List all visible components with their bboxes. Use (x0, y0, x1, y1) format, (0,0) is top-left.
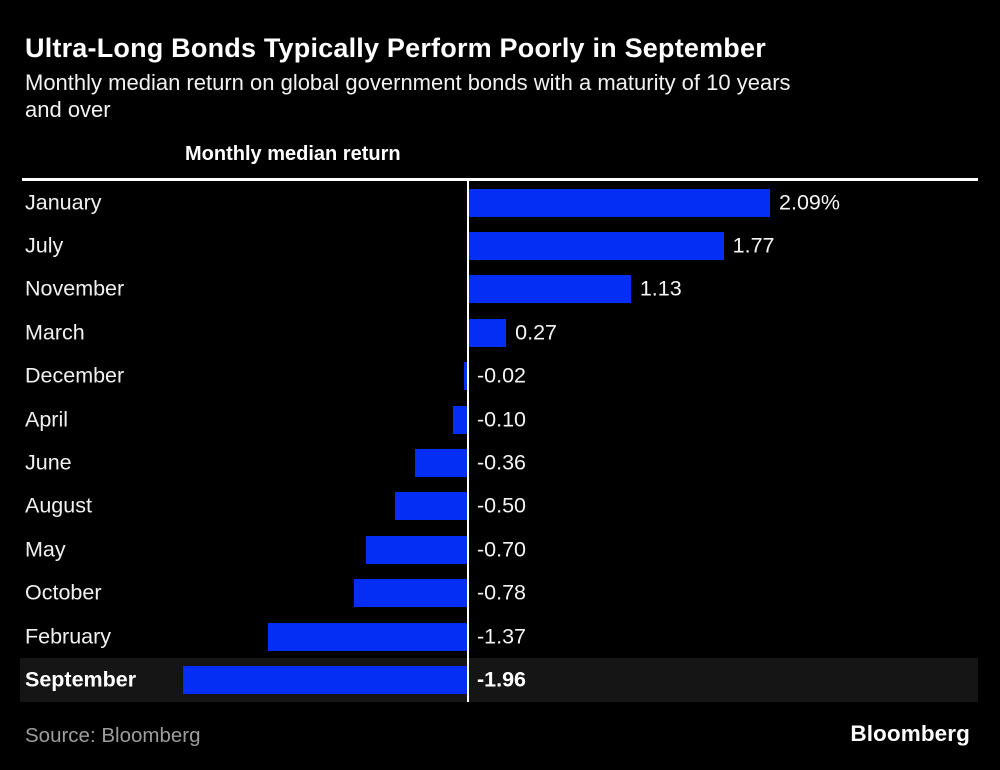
bar-october (353, 579, 467, 608)
chart-row-august: August -0.50 (20, 485, 978, 528)
chart-row-september: September -1.96 (20, 658, 978, 702)
value-label: -0.50 (477, 493, 527, 518)
bar-july (467, 232, 724, 261)
chart-title: Ultra-Long Bonds Typically Perform Poorl… (25, 33, 766, 63)
bar-april (452, 405, 467, 434)
chart-row-march: March 0.27 (20, 311, 978, 354)
value-label: -1.37 (477, 624, 527, 649)
series-label: Monthly median return (185, 143, 401, 165)
category-label: June (25, 450, 72, 475)
chart-subtitle: Monthly median return on global governme… (25, 70, 791, 122)
value-label: -0.70 (477, 537, 527, 562)
category-label: January (25, 190, 102, 215)
category-label: April (25, 407, 69, 432)
value-label: -0.78 (477, 580, 527, 605)
value-label: 0.27 (515, 320, 557, 345)
value-label: -0.02 (477, 363, 527, 388)
category-label: July (25, 233, 64, 258)
chart-row-february: February -1.37 (20, 615, 978, 658)
bar-december (464, 362, 467, 391)
bar-may (365, 535, 467, 564)
value-label: -0.36 (477, 450, 527, 475)
bar-chart: January 2.09% July 1.77 November 1.13 March 0.2… (20, 181, 978, 702)
chart-row-october: October -0.78 (20, 572, 978, 615)
top-rule (22, 178, 978, 181)
category-label: May (25, 537, 66, 562)
bar-june (414, 449, 467, 478)
bar-january (467, 188, 771, 217)
chart-row-april: April -0.10 (20, 398, 978, 441)
value-label: 2.09% (779, 190, 841, 215)
category-label: December (25, 363, 125, 388)
category-label: August (25, 493, 92, 518)
zero-baseline (467, 181, 469, 702)
bar-march (467, 318, 507, 347)
category-label: March (25, 320, 85, 345)
category-label: February (25, 624, 112, 649)
chart-row-november: November 1.13 (20, 268, 978, 311)
chart-row-july: July 1.77 (20, 224, 978, 267)
bar-september (182, 665, 467, 694)
category-label: September (25, 667, 137, 692)
source-note: Source: Bloomberg (25, 724, 201, 747)
chart-row-december: December -0.02 (20, 355, 978, 398)
bar-february (268, 622, 467, 651)
value-label: 1.77 (732, 233, 775, 258)
bar-rows: January 2.09% July 1.77 November 1.13 March 0.2… (20, 181, 978, 702)
category-label: November (25, 276, 125, 301)
bloomberg-logo: Bloomberg (850, 721, 970, 746)
value-label: -1.96 (477, 667, 527, 692)
chart-row-june: June -0.36 (20, 441, 978, 484)
category-label: October (25, 580, 102, 605)
chart-row-january: January 2.09% (20, 181, 978, 224)
value-label: -0.10 (477, 407, 527, 432)
chart-row-may: May -0.70 (20, 528, 978, 571)
bar-august (394, 492, 467, 521)
value-label: 1.13 (639, 276, 682, 301)
bar-november (467, 275, 631, 304)
